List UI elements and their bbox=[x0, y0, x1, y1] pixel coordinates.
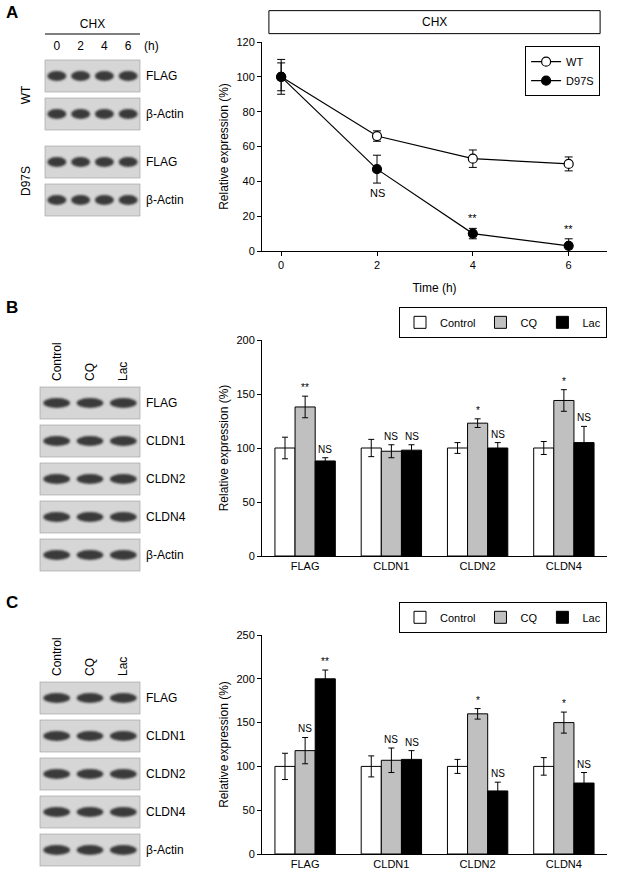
svg-text:CLDN1: CLDN1 bbox=[146, 729, 186, 743]
svg-text:NS: NS bbox=[491, 768, 505, 779]
svg-text:CLDN4: CLDN4 bbox=[146, 805, 186, 819]
svg-text:Lac: Lac bbox=[582, 612, 600, 624]
svg-text:**: ** bbox=[321, 656, 329, 667]
svg-text:CLDN2: CLDN2 bbox=[460, 858, 496, 870]
svg-text:Lac: Lac bbox=[582, 317, 600, 329]
svg-text:80: 80 bbox=[243, 106, 255, 118]
svg-text:β-Actin: β-Actin bbox=[146, 193, 184, 207]
svg-text:CQ: CQ bbox=[83, 658, 97, 676]
svg-text:FLAG: FLAG bbox=[291, 560, 320, 572]
svg-text:150: 150 bbox=[236, 388, 254, 400]
svg-text:FLAG: FLAG bbox=[146, 396, 177, 410]
svg-text:CLDN1: CLDN1 bbox=[373, 858, 409, 870]
svg-text:50: 50 bbox=[243, 496, 255, 508]
svg-text:CLDN2: CLDN2 bbox=[146, 767, 186, 781]
svg-text:**: ** bbox=[301, 382, 309, 393]
svg-text:NS: NS bbox=[405, 431, 419, 442]
svg-text:FLAG: FLAG bbox=[146, 691, 177, 705]
svg-text:CLDN4: CLDN4 bbox=[546, 858, 582, 870]
svg-text:CLDN1: CLDN1 bbox=[146, 434, 186, 448]
svg-text:CLDN4: CLDN4 bbox=[146, 510, 186, 524]
svg-text:Lac: Lac bbox=[116, 362, 130, 381]
svg-text:FLAG: FLAG bbox=[146, 69, 177, 83]
svg-text:NS: NS bbox=[384, 734, 398, 745]
svg-text:CLDN4: CLDN4 bbox=[546, 560, 582, 572]
svg-text:4: 4 bbox=[101, 39, 108, 53]
svg-text:D97S: D97S bbox=[566, 75, 594, 87]
svg-text:4: 4 bbox=[470, 259, 476, 271]
svg-text:CHX: CHX bbox=[80, 17, 105, 31]
svg-text:0: 0 bbox=[249, 550, 255, 562]
svg-text:20: 20 bbox=[243, 210, 255, 222]
svg-text:60: 60 bbox=[243, 140, 255, 152]
svg-text:*: * bbox=[476, 695, 480, 706]
svg-text:CLDN2: CLDN2 bbox=[460, 560, 496, 572]
svg-text:200: 200 bbox=[236, 334, 254, 346]
svg-text:β-Actin: β-Actin bbox=[146, 107, 184, 121]
svg-text:NS: NS bbox=[298, 723, 312, 734]
svg-text:β-Actin: β-Actin bbox=[146, 548, 184, 562]
svg-text:β-Actin: β-Actin bbox=[146, 843, 184, 857]
svg-text:CQ: CQ bbox=[83, 363, 97, 381]
svg-text:WT: WT bbox=[19, 85, 33, 104]
svg-text:D97S: D97S bbox=[19, 166, 33, 196]
svg-text:200: 200 bbox=[236, 673, 254, 685]
svg-text:NS: NS bbox=[405, 737, 419, 748]
svg-text:A: A bbox=[6, 3, 18, 22]
svg-text:Relative expression (%): Relative expression (%) bbox=[217, 681, 231, 808]
svg-text:*: * bbox=[562, 698, 566, 709]
svg-text:*: * bbox=[562, 376, 566, 387]
svg-text:2: 2 bbox=[77, 39, 84, 53]
svg-text:100: 100 bbox=[236, 442, 254, 454]
svg-text:NS: NS bbox=[577, 759, 591, 770]
svg-text:NS: NS bbox=[370, 187, 385, 199]
svg-text:CQ: CQ bbox=[520, 612, 537, 624]
svg-text:Relative expression (%): Relative expression (%) bbox=[217, 385, 231, 512]
svg-text:Lac: Lac bbox=[116, 657, 130, 676]
svg-text:150: 150 bbox=[236, 716, 254, 728]
svg-text:NS: NS bbox=[491, 429, 505, 440]
svg-text:0: 0 bbox=[249, 245, 255, 257]
svg-text:FLAG: FLAG bbox=[146, 155, 177, 169]
svg-text:50: 50 bbox=[243, 804, 255, 816]
svg-text:(h): (h) bbox=[144, 39, 159, 53]
svg-text:Control: Control bbox=[440, 317, 475, 329]
svg-text:CHX: CHX bbox=[422, 15, 447, 29]
svg-text:Control: Control bbox=[50, 342, 64, 381]
svg-text:WT: WT bbox=[566, 56, 583, 68]
svg-text:Control: Control bbox=[440, 612, 475, 624]
svg-text:100: 100 bbox=[236, 71, 254, 83]
svg-text:Time (h): Time (h) bbox=[412, 281, 456, 295]
svg-text:C: C bbox=[6, 593, 18, 612]
svg-text:CLDN1: CLDN1 bbox=[373, 560, 409, 572]
svg-text:Control: Control bbox=[50, 637, 64, 676]
svg-text:40: 40 bbox=[243, 175, 255, 187]
svg-text:250: 250 bbox=[236, 629, 254, 641]
svg-text:FLAG: FLAG bbox=[291, 858, 320, 870]
svg-text:0: 0 bbox=[278, 259, 284, 271]
svg-text:NS: NS bbox=[384, 431, 398, 442]
svg-text:0: 0 bbox=[249, 848, 255, 860]
svg-text:B: B bbox=[6, 298, 18, 317]
svg-text:NS: NS bbox=[318, 444, 332, 455]
svg-text:120: 120 bbox=[236, 36, 254, 48]
svg-text:0: 0 bbox=[54, 39, 61, 53]
svg-text:**: ** bbox=[468, 212, 477, 224]
svg-text:6: 6 bbox=[566, 259, 572, 271]
svg-text:CQ: CQ bbox=[520, 317, 537, 329]
svg-text:Relative expression (%): Relative expression (%) bbox=[217, 83, 231, 210]
svg-text:100: 100 bbox=[236, 760, 254, 772]
svg-text:CLDN2: CLDN2 bbox=[146, 472, 186, 486]
svg-text:**: ** bbox=[564, 223, 573, 235]
svg-text:NS: NS bbox=[577, 412, 591, 423]
svg-text:2: 2 bbox=[374, 259, 380, 271]
svg-text:*: * bbox=[476, 405, 480, 416]
svg-text:6: 6 bbox=[125, 39, 132, 53]
